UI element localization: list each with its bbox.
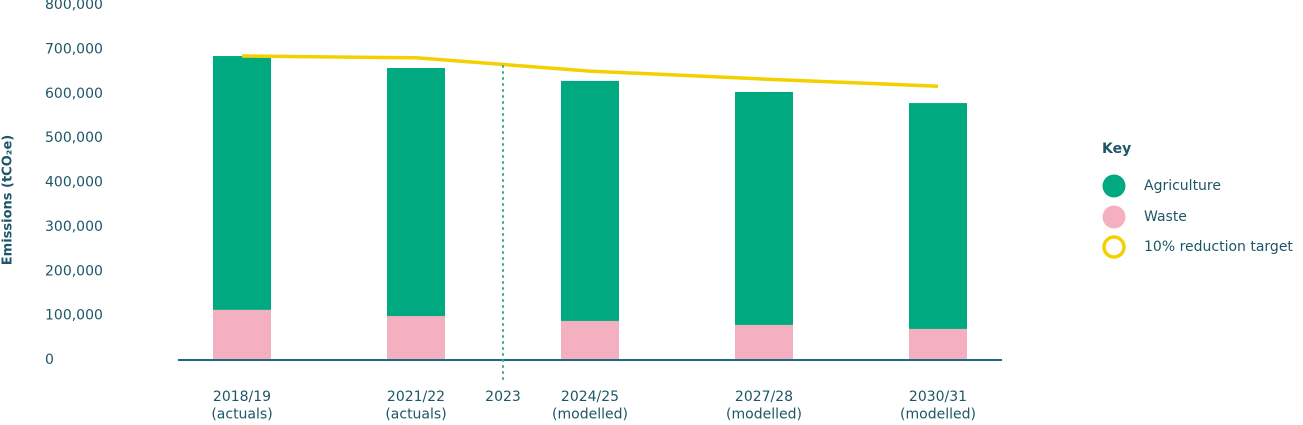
bar-segment — [213, 56, 271, 310]
bar-segment — [387, 68, 445, 317]
x-tick-label: 2030/31 (modelled) — [900, 389, 976, 423]
x-tick-label: 2021/22 (actuals) — [385, 389, 446, 423]
bar-segment — [735, 324, 793, 360]
bar-segment — [735, 91, 793, 325]
y-tick-label: 400,000 — [45, 175, 103, 191]
y-tick-label: 500,000 — [45, 130, 103, 146]
bar-segment — [387, 316, 445, 360]
y-tick-label: 100,000 — [45, 308, 103, 324]
y-tick-label: 0 — [45, 352, 54, 368]
x-tick-label: 2018/19 (actuals) — [211, 389, 272, 423]
y-tick-label: 700,000 — [45, 41, 103, 57]
y-tick-label: 600,000 — [45, 86, 103, 102]
y-axis-label: Emissions (tCO₂e) — [1, 135, 16, 265]
bar-segment — [561, 80, 619, 321]
bar-segment — [561, 320, 619, 360]
y-tick-label: 200,000 — [45, 263, 103, 279]
y-tick-label: 300,000 — [45, 219, 103, 235]
legend-label: 10% reduction target — [1144, 239, 1293, 255]
bar-segment — [213, 309, 271, 360]
target-line — [241, 54, 939, 88]
bar-segment — [909, 103, 967, 329]
legend-label: Agriculture — [1144, 178, 1221, 194]
legend-label: Waste — [1144, 209, 1187, 225]
x-tick-label: 2027/28 (modelled) — [726, 389, 802, 423]
annotation-label: 2023 — [485, 389, 521, 405]
legend-title: Key — [1102, 141, 1131, 157]
legend-marker — [1102, 235, 1126, 259]
legend-marker — [1102, 174, 1126, 198]
x-tick-label: 2024/25 (modelled) — [552, 389, 628, 423]
legend-marker — [1102, 205, 1126, 229]
y-tick-label: 800,000 — [45, 0, 103, 13]
bar-segment — [909, 328, 967, 360]
